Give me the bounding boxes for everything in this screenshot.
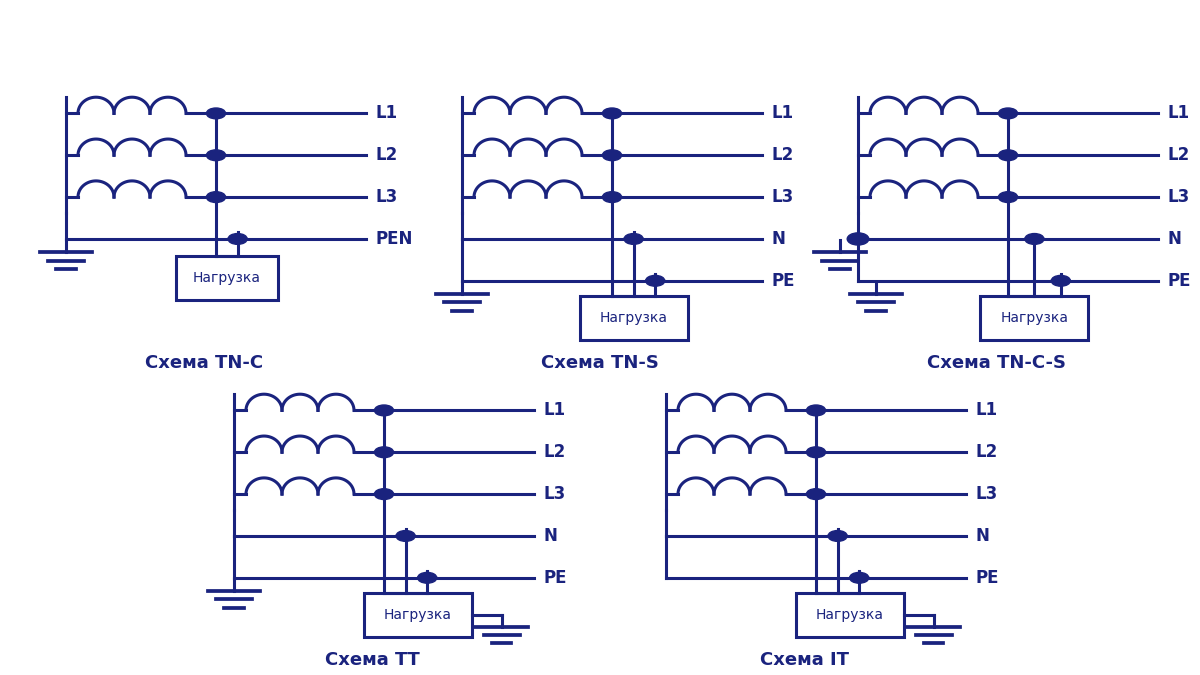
Text: N: N (976, 527, 990, 545)
Text: L1: L1 (772, 105, 793, 122)
Text: Схема TN-C: Схема TN-C (145, 354, 263, 373)
Circle shape (850, 572, 869, 583)
Circle shape (396, 531, 415, 541)
Text: N: N (1168, 230, 1182, 248)
Circle shape (998, 192, 1018, 202)
Circle shape (602, 108, 622, 119)
Circle shape (1051, 275, 1070, 286)
Bar (796, 593, 904, 637)
Circle shape (806, 489, 826, 500)
Text: PE: PE (976, 569, 1000, 587)
Circle shape (646, 275, 665, 286)
Bar (980, 296, 1088, 340)
Text: L1: L1 (1168, 105, 1189, 122)
Text: L3: L3 (976, 485, 998, 503)
Text: PE: PE (544, 569, 568, 587)
Text: Схема TN-S: Схема TN-S (541, 354, 659, 373)
Circle shape (624, 234, 643, 244)
Circle shape (998, 108, 1018, 119)
Text: L2: L2 (772, 146, 794, 164)
Text: L2: L2 (976, 443, 998, 461)
Text: L2: L2 (376, 146, 398, 164)
Circle shape (418, 572, 437, 583)
Circle shape (828, 531, 847, 541)
Circle shape (206, 192, 226, 202)
Text: PE: PE (1168, 272, 1192, 290)
Bar (364, 593, 472, 637)
Text: L2: L2 (544, 443, 566, 461)
Text: L1: L1 (976, 402, 997, 419)
Text: Нагрузка: Нагрузка (600, 310, 667, 325)
Circle shape (602, 150, 622, 161)
Text: Схема IT: Схема IT (760, 651, 848, 670)
Text: Схема ТТ: Схема ТТ (325, 651, 419, 670)
Circle shape (206, 150, 226, 161)
Text: Нагрузка: Нагрузка (384, 608, 451, 622)
Text: N: N (544, 527, 558, 545)
Text: L3: L3 (544, 485, 566, 503)
Text: L3: L3 (1168, 188, 1190, 206)
Text: PE: PE (772, 272, 796, 290)
Circle shape (602, 192, 622, 202)
Text: L1: L1 (544, 402, 565, 419)
Circle shape (847, 233, 869, 245)
Text: Нагрузка: Нагрузка (193, 271, 260, 285)
Circle shape (374, 489, 394, 500)
Circle shape (1025, 234, 1044, 244)
Text: Нагрузка: Нагрузка (816, 608, 883, 622)
Circle shape (228, 234, 247, 244)
Text: Нагрузка: Нагрузка (1001, 310, 1068, 325)
Text: N: N (772, 230, 786, 248)
Circle shape (998, 150, 1018, 161)
Circle shape (374, 447, 394, 458)
Circle shape (806, 447, 826, 458)
Circle shape (374, 405, 394, 416)
Text: L3: L3 (772, 188, 794, 206)
Circle shape (206, 108, 226, 119)
Bar (175, 256, 277, 300)
Text: L3: L3 (376, 188, 398, 206)
Text: L2: L2 (1168, 146, 1190, 164)
Text: Схема TN-C-S: Схема TN-C-S (926, 354, 1066, 373)
Text: L1: L1 (376, 105, 397, 122)
Bar (580, 296, 688, 340)
Circle shape (806, 405, 826, 416)
Text: PEN: PEN (376, 230, 413, 248)
